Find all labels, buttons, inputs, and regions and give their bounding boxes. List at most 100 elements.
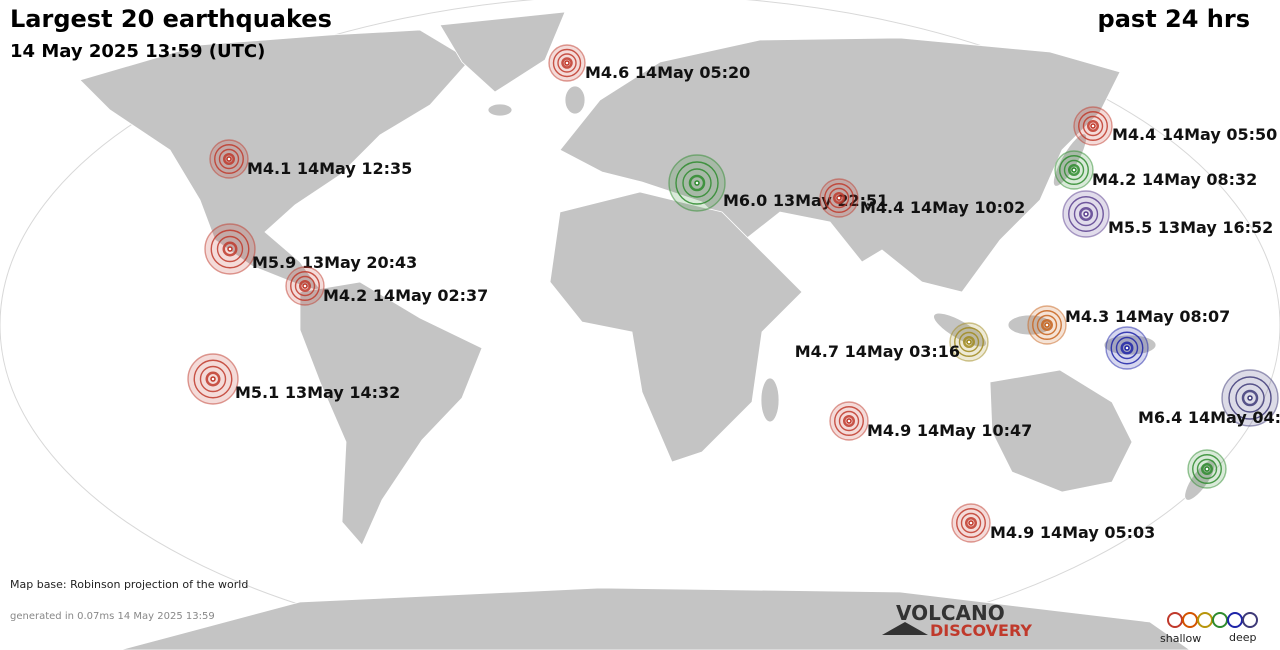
quake-ring [1063,159,1085,181]
quake-ring [222,241,238,257]
quake-label: M6.4 14May 04:1 [1138,408,1280,427]
quake-label: M4.4 14May 05:50 [1112,125,1277,144]
quake-ring [1087,120,1099,132]
quake-marker [1054,150,1094,190]
legend-label: shallow [1160,632,1201,645]
quake-ring [954,327,984,357]
quake-ring [294,275,316,297]
quake-ring [958,331,980,353]
quake-ring [1036,314,1058,336]
quake-ring [210,229,250,269]
quake-center [1044,322,1050,328]
quake-label: M5.1 13May 14:32 [235,383,400,402]
quake-ring [199,365,227,393]
quake-ring [1032,310,1062,340]
quake-center [1204,466,1210,472]
quake-ring [675,161,719,205]
map-base-note: Map base: Robinson projection of the wor… [10,578,248,591]
logo-icon [882,622,928,635]
quake-ring [1192,454,1222,484]
quake-marker [285,266,325,306]
quake-ring [1041,319,1053,331]
quake-label: M4.2 14May 08:32 [1092,170,1257,189]
quake-center [694,180,700,186]
quake-marker [951,503,991,543]
quake-center [302,283,308,289]
quake-center [836,195,842,201]
quake-ring [1235,383,1265,413]
quake-ring [1228,376,1272,420]
quake-ring [843,415,855,427]
quake-marker [1221,369,1279,427]
logo: VOLCANO DISCOVERY [882,601,1032,640]
quake-ring [193,359,233,399]
quake-ring [1201,463,1213,475]
quake-label: M4.1 14May 12:35 [247,159,412,178]
quake-ring [552,48,582,78]
quake-marker [668,154,726,212]
quake-center [227,246,233,252]
quake-ring [1059,155,1089,185]
quake-ring [299,280,311,292]
quake-ring [963,336,975,348]
quake-ring [1068,164,1080,176]
quake-layer: M4.6 14May 05:20 M4.4 14May 05:50 M4.1 14M… [187,44,1280,543]
quake-ring [956,508,986,538]
legend-swatch [1227,612,1243,628]
quake-marker [949,322,989,362]
quake-marker [829,401,869,441]
quake-center [846,418,852,424]
legend-swatch [1242,612,1258,628]
quake-marker [548,44,586,82]
quake-ring [1082,115,1104,137]
logo-text: DISCOVERY [930,621,1032,640]
quake-center [1083,211,1089,217]
depth-legend: shallow deep [1160,612,1258,645]
title: Largest 20 earthquakes [10,5,332,33]
quake-ring [688,174,706,192]
quake-marker [1105,326,1149,370]
quake-center [1124,345,1130,351]
quake-ring [1079,207,1093,221]
quake-center [1247,395,1253,401]
quake-ring [1241,389,1259,407]
quake-marker [1062,190,1110,238]
quake-ring [1115,336,1139,360]
quake-ring [214,144,244,174]
legend-label: deep [1229,631,1257,644]
quake-center [968,520,974,526]
quake-ring [682,168,712,198]
quake-center [226,156,232,162]
quake-label: M4.3 14May 08:07 [1065,307,1230,326]
quake-ring [290,271,320,301]
quake-marker [209,139,249,179]
quake-label: M4.7 14May 03:16 [795,342,960,361]
legend-swatch [1182,612,1198,628]
quake-ring [205,371,221,387]
quake-ring [557,53,577,73]
period: past 24 hrs [1098,5,1250,33]
quake-ring [1196,458,1218,480]
quake-label: M4.6 14May 05:20 [585,63,750,82]
legend-swatch [1167,612,1183,628]
quake-marker [1027,305,1067,345]
quake-ring [965,517,977,529]
logo-text: VOLCANO [896,601,1005,625]
quake-ring [223,153,235,165]
quake-ring [824,183,854,213]
quake-marker [819,178,859,218]
timestamp: 14 May 2025 13:59 (UTC) [10,41,265,62]
quake-center [1090,123,1096,129]
quake-ring [1078,111,1108,141]
quake-ring [1073,201,1099,227]
quake-ring [828,187,850,209]
quake-ring [833,192,845,204]
quake-center [210,376,216,382]
generated-note: generated in 0.07ms 14 May 2025 13:59 [10,611,215,622]
quake-ring [218,148,240,170]
quake-label: M4.4 14May 10:02 [860,198,1025,217]
quake-center [1071,167,1077,173]
